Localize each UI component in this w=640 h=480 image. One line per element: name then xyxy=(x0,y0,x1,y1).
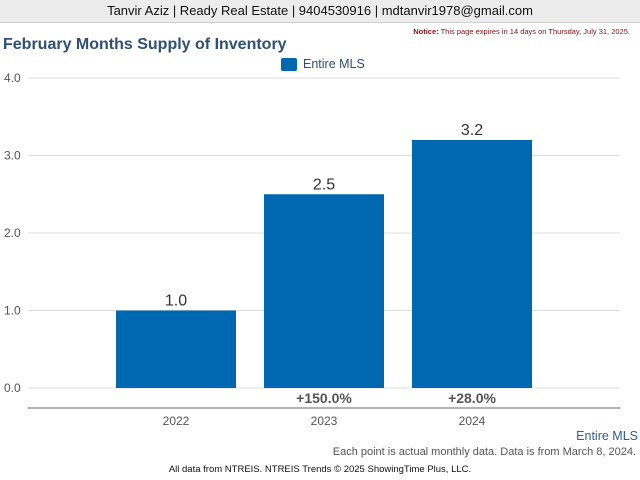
contact-header-bar: Tanvir Aziz | Ready Real Estate | 940453… xyxy=(0,0,640,23)
percent-change-label: +150.0% xyxy=(296,390,352,406)
legend-label: Entire MLS xyxy=(303,57,365,71)
y-tick-label: 1.0 xyxy=(4,304,21,318)
x-tick-label: 2022 xyxy=(163,414,190,428)
chart-legend[interactable]: Entire MLS xyxy=(281,57,365,71)
bar-value-label: 1.0 xyxy=(165,293,187,310)
bar xyxy=(412,140,532,388)
contact-line: Tanvir Aziz | Ready Real Estate | 940453… xyxy=(107,3,533,18)
chart-title: February Months Supply of Inventory xyxy=(3,36,287,53)
bar xyxy=(116,310,236,388)
x-tick-label: 2023 xyxy=(311,414,338,428)
percent-change-label: +28.0% xyxy=(448,390,496,406)
y-tick-label: 0.0 xyxy=(4,381,21,395)
bar-chart: 0.0 1.0 2.0 3.0 4.0 1.0 2022 2.5 +150.0% 2023 3.2 +… xyxy=(4,71,620,428)
notice-label: Notice: xyxy=(413,27,439,36)
expiry-notice: Notice: This page expires in 14 days on … xyxy=(413,27,630,36)
x-tick-label: 2024 xyxy=(459,414,486,428)
y-tick-label: 2.0 xyxy=(4,226,21,240)
footer-series-label: Entire MLS xyxy=(576,429,638,443)
data-source-credit: All data from NTREIS. NTREIS Trends © 20… xyxy=(168,464,472,475)
y-tick-label: 4.0 xyxy=(4,71,21,85)
y-tick-label: 3.0 xyxy=(4,149,21,163)
bar-value-label: 3.2 xyxy=(461,122,483,139)
legend-swatch xyxy=(281,57,297,71)
bar-value-label: 2.5 xyxy=(313,176,335,193)
data-note: Each point is actual monthly data. Data … xyxy=(332,446,636,458)
notice-text: This page expires in 14 days on Thursday… xyxy=(440,27,630,36)
bar xyxy=(264,194,384,388)
